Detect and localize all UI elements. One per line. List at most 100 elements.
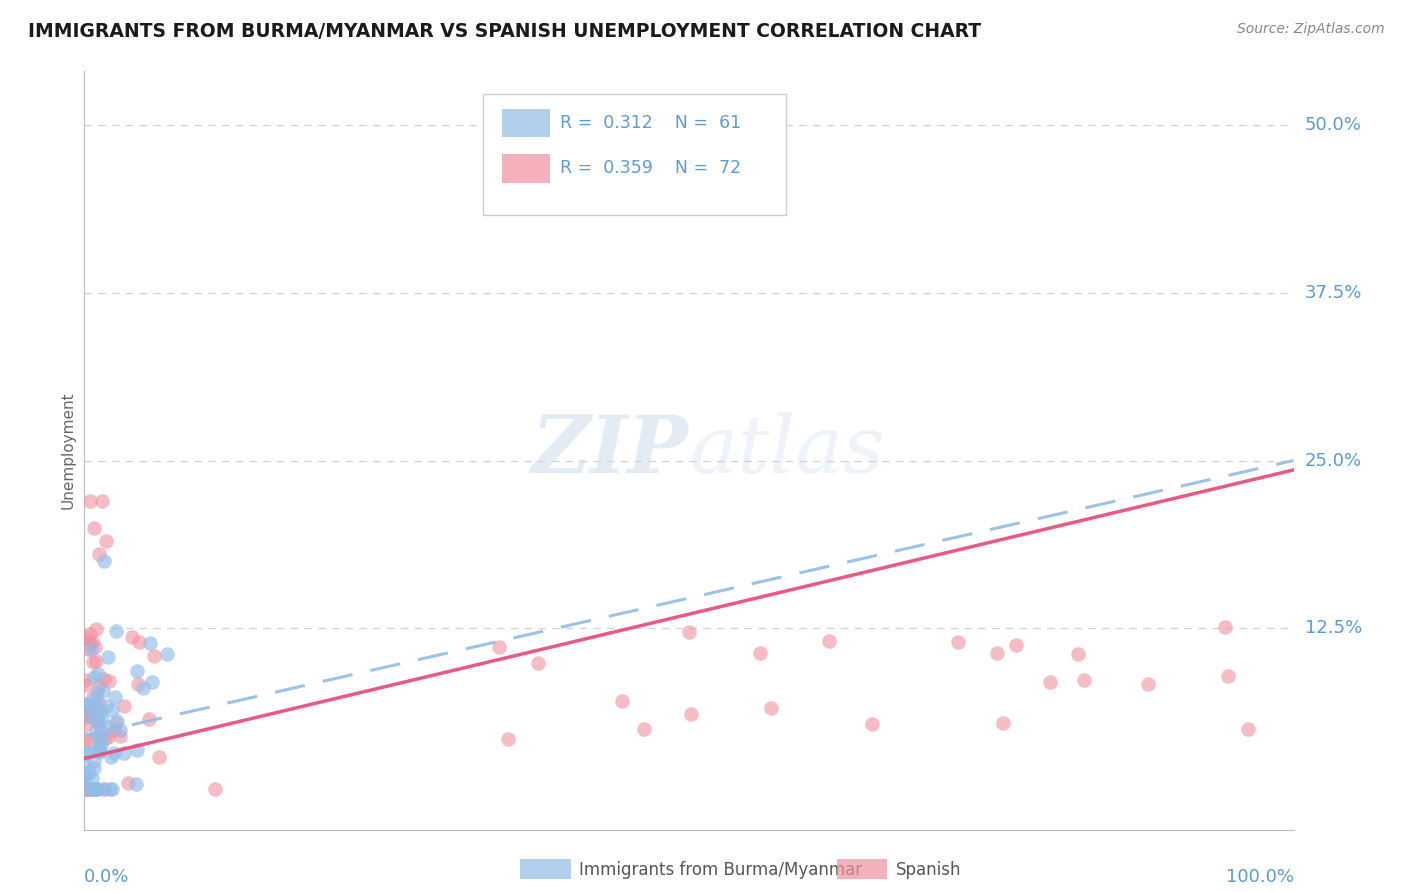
Point [76,641,98,656]
Point [75,782,97,797]
Point [496,731,519,746]
Point [105,715,128,730]
Point [89,744,111,758]
Point [1005,638,1028,652]
Point [148,750,170,764]
Point [80,641,103,656]
Point [97,720,120,734]
Point [759,701,782,715]
Point [80,771,103,785]
Point [138,712,160,726]
Point [77,746,100,760]
Point [73,706,96,721]
Text: 37.5%: 37.5% [1305,284,1362,301]
Point [84,654,107,668]
Point [117,776,139,790]
Point [86,712,108,726]
Point [83,782,105,797]
Text: Immigrants from Burma/Myanmar: Immigrants from Burma/Myanmar [579,861,862,879]
Point [80,698,103,713]
Point [125,743,148,757]
Point [103,690,125,704]
Point [860,716,883,731]
Point [79,493,101,508]
Point [131,681,153,695]
Point [1216,669,1239,683]
Point [142,648,165,663]
Point [82,690,104,705]
Point [75,678,97,692]
Point [75,673,97,688]
Point [84,724,107,739]
Text: Source: ZipAtlas.com: Source: ZipAtlas.com [1237,22,1385,37]
Point [91,683,114,698]
Point [75,767,97,781]
Point [86,782,108,797]
Text: 100.0%: 100.0% [1226,869,1294,887]
Point [84,782,107,797]
Point [84,690,107,705]
Point [108,723,131,737]
Point [77,782,100,797]
FancyBboxPatch shape [502,154,550,183]
Point [75,710,97,724]
Point [87,548,110,562]
Point [991,715,1014,730]
Point [75,746,97,760]
Point [818,634,841,648]
Point [94,534,117,549]
Text: 25.0%: 25.0% [1305,451,1362,469]
Point [87,666,110,681]
Point [108,729,131,743]
Point [93,554,115,568]
Point [90,739,112,753]
Point [93,782,115,797]
Point [79,734,101,748]
Text: R =  0.359    N =  72: R = 0.359 N = 72 [560,160,741,178]
Point [112,746,135,760]
Point [127,676,149,690]
Point [87,715,110,730]
Point [87,697,110,711]
Point [75,782,97,797]
Point [83,760,105,774]
Point [204,782,226,797]
Point [125,777,148,791]
Point [678,624,700,639]
Point [1237,723,1260,737]
Point [90,723,112,738]
Point [100,749,122,764]
Text: Spanish: Spanish [896,861,962,879]
Point [91,493,114,508]
FancyBboxPatch shape [502,109,550,137]
Point [98,674,121,689]
Point [73,631,96,645]
Point [105,624,128,638]
Point [73,732,96,747]
Point [1066,647,1088,661]
Point [82,655,104,669]
Point [1039,675,1062,690]
Point [73,718,96,732]
Point [82,708,104,723]
Point [946,634,969,648]
Point [79,709,101,723]
Point [93,731,115,745]
Point [83,670,105,684]
Text: 0.0%: 0.0% [84,869,129,887]
Point [89,738,111,752]
Point [84,623,107,637]
Point [77,635,100,649]
Text: atlas: atlas [689,412,884,489]
Text: ZIP: ZIP [531,412,689,489]
Point [77,705,100,719]
Point [86,782,108,797]
Point [156,647,179,661]
Point [679,706,702,721]
Point [1073,673,1095,688]
Point [610,694,633,708]
Point [79,782,101,797]
Point [90,730,112,744]
Point [84,782,107,797]
Point [526,656,548,670]
